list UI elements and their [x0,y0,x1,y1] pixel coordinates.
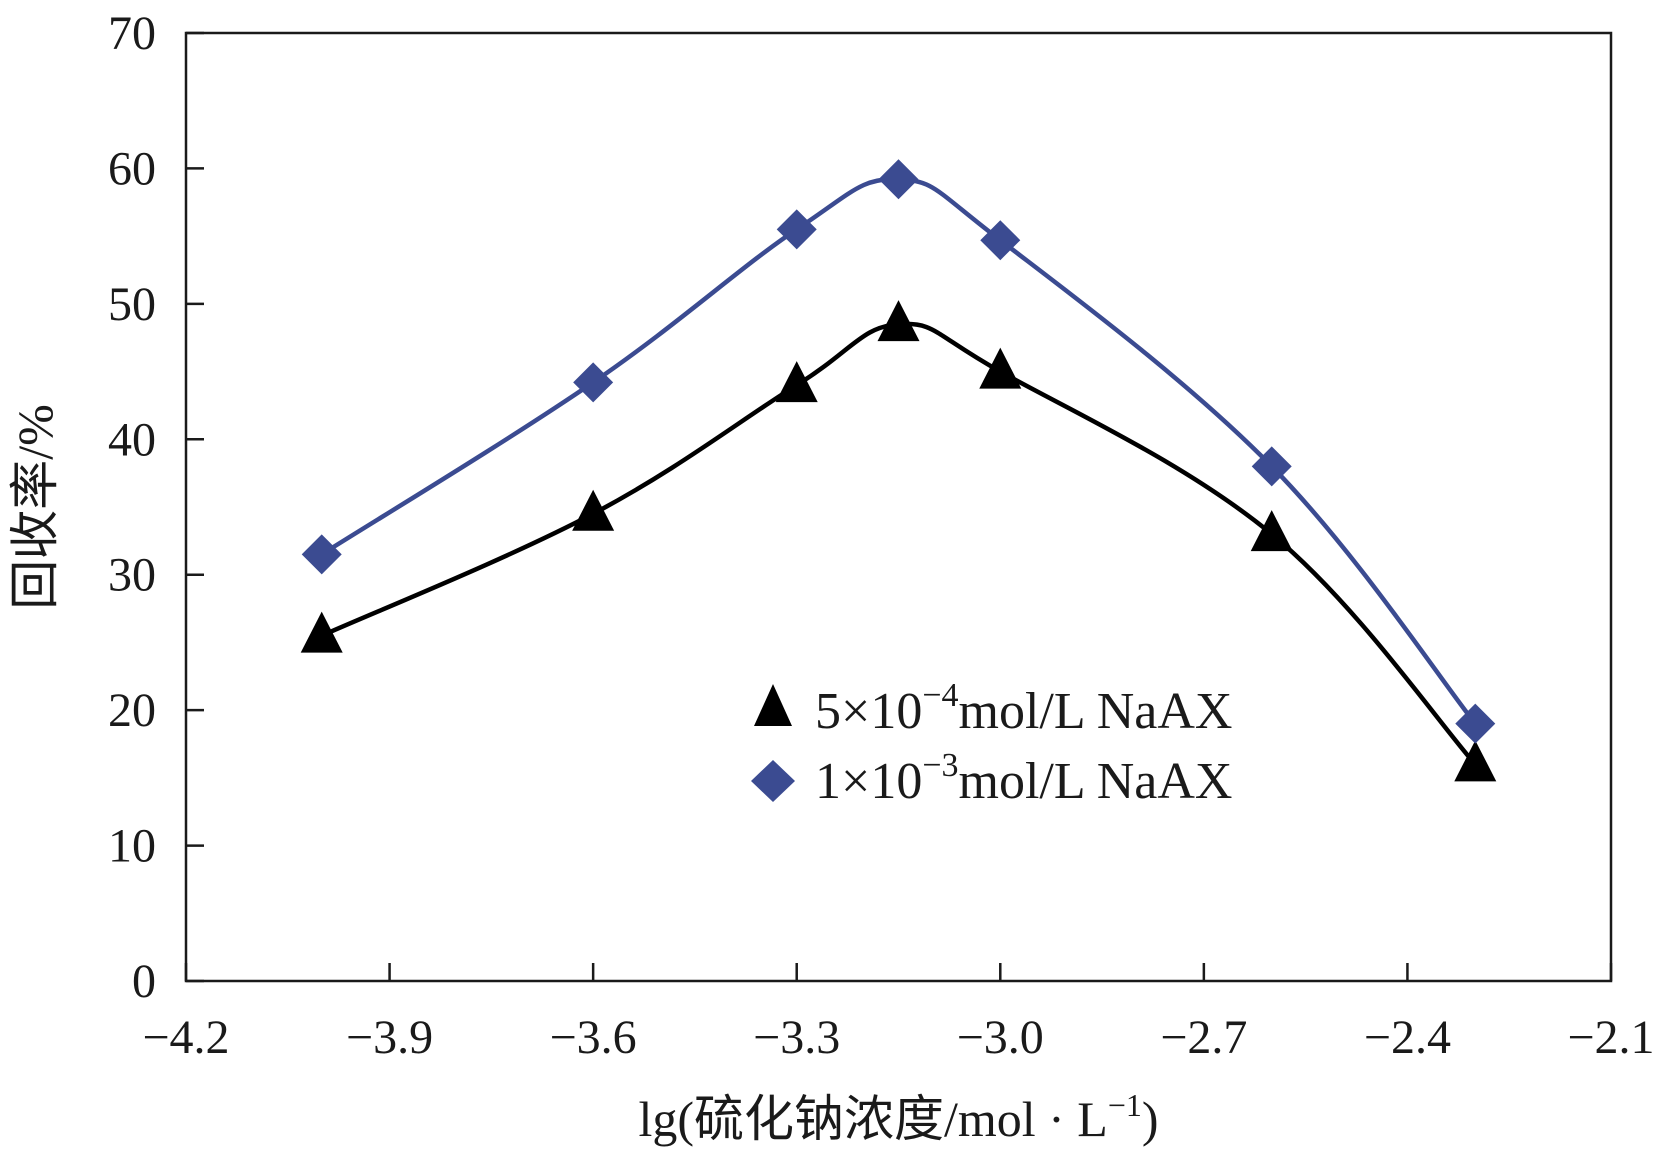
y-tick-label-0: 0 [132,955,156,1008]
x-tick-label-1: −3.9 [346,1011,433,1064]
series-2-point-2 [776,209,817,250]
plot-frame [184,31,1613,983]
series-2-point-4 [980,220,1021,261]
x-axis-title-close: ) [1142,1091,1159,1147]
y-tick-label-1: 10 [108,820,156,873]
x-axis-title: lg(硫化钠浓度/mol · L−1) [638,1087,1158,1147]
legend: 5×10−4mol/L NaAX 1×10−3mol/L NaAX [751,677,1232,810]
series-1-point-3 [877,300,920,342]
x-tick-label-2: −3.6 [550,1011,637,1064]
series-2-curve [320,176,1478,726]
legend-series-1-sup: −4 [922,677,958,714]
series-curves [320,176,1478,766]
x-tick-label-6: −2.4 [1364,1011,1451,1064]
series-1-point-0 [300,611,343,653]
legend-series-2-suffix: mol/L NaAX [959,753,1233,810]
y-tick-label-2: 20 [108,684,156,737]
axis-ticks [184,31,1613,983]
x-axis-title-main: lg(硫化钠浓度/mol · L [638,1091,1107,1147]
series-markers [300,159,1497,782]
x-tick-label-0: −4.2 [142,1011,229,1064]
x-tick-label-4: −3.0 [957,1011,1044,1064]
legend-series-2-prefix: 1×10 [815,753,922,810]
x-tick-label-3: −3.3 [753,1011,840,1064]
legend-marker-diamond [751,760,795,802]
x-tick-label-7: −2.1 [1567,1011,1654,1064]
y-tick-label-3: 30 [108,549,156,602]
series-1-point-6 [1454,740,1497,782]
y-tick-label-4: 40 [108,413,156,466]
series-1-point-2 [775,361,818,403]
y-tick-label-6: 60 [108,142,156,195]
legend-label-series-1: 5×10−4mol/L NaAX [815,677,1232,740]
y-tick-label-5: 50 [108,278,156,331]
x-axis-title-sup: −1 [1108,1087,1142,1123]
legend-series-2-sup: −3 [922,747,958,784]
series-2-point-1 [573,362,614,403]
series-1-point-4 [979,347,1022,389]
legend-label-series-2: 1×10−3mol/L NaAX [815,747,1232,810]
legend-series-1-prefix: 5×10 [815,683,922,740]
series-2-point-5 [1251,446,1292,487]
series-2-point-0 [301,534,342,575]
x-tick-label-5: −2.7 [1160,1011,1247,1064]
y-axis-title: 回收率/% [7,404,63,610]
series-1-point-1 [572,489,615,531]
axis-tick-labels: −4.2 −3.9 −3.6 −3.3 −3.0 −2.7 −2.4 −2.1 0 10 20 30 4… [108,7,1655,1064]
y-tick-label-7: 70 [108,7,156,60]
series-1-point-5 [1250,510,1293,552]
series-2-point-6 [1455,703,1496,744]
legend-series-1-suffix: mol/L NaAX [959,683,1233,740]
legend-marker-triangle [754,684,792,726]
series-2-point-3 [878,159,919,200]
